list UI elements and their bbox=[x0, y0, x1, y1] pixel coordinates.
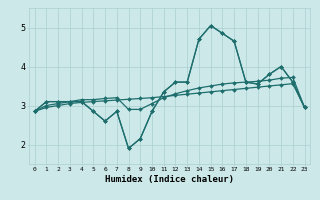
X-axis label: Humidex (Indice chaleur): Humidex (Indice chaleur) bbox=[105, 175, 234, 184]
